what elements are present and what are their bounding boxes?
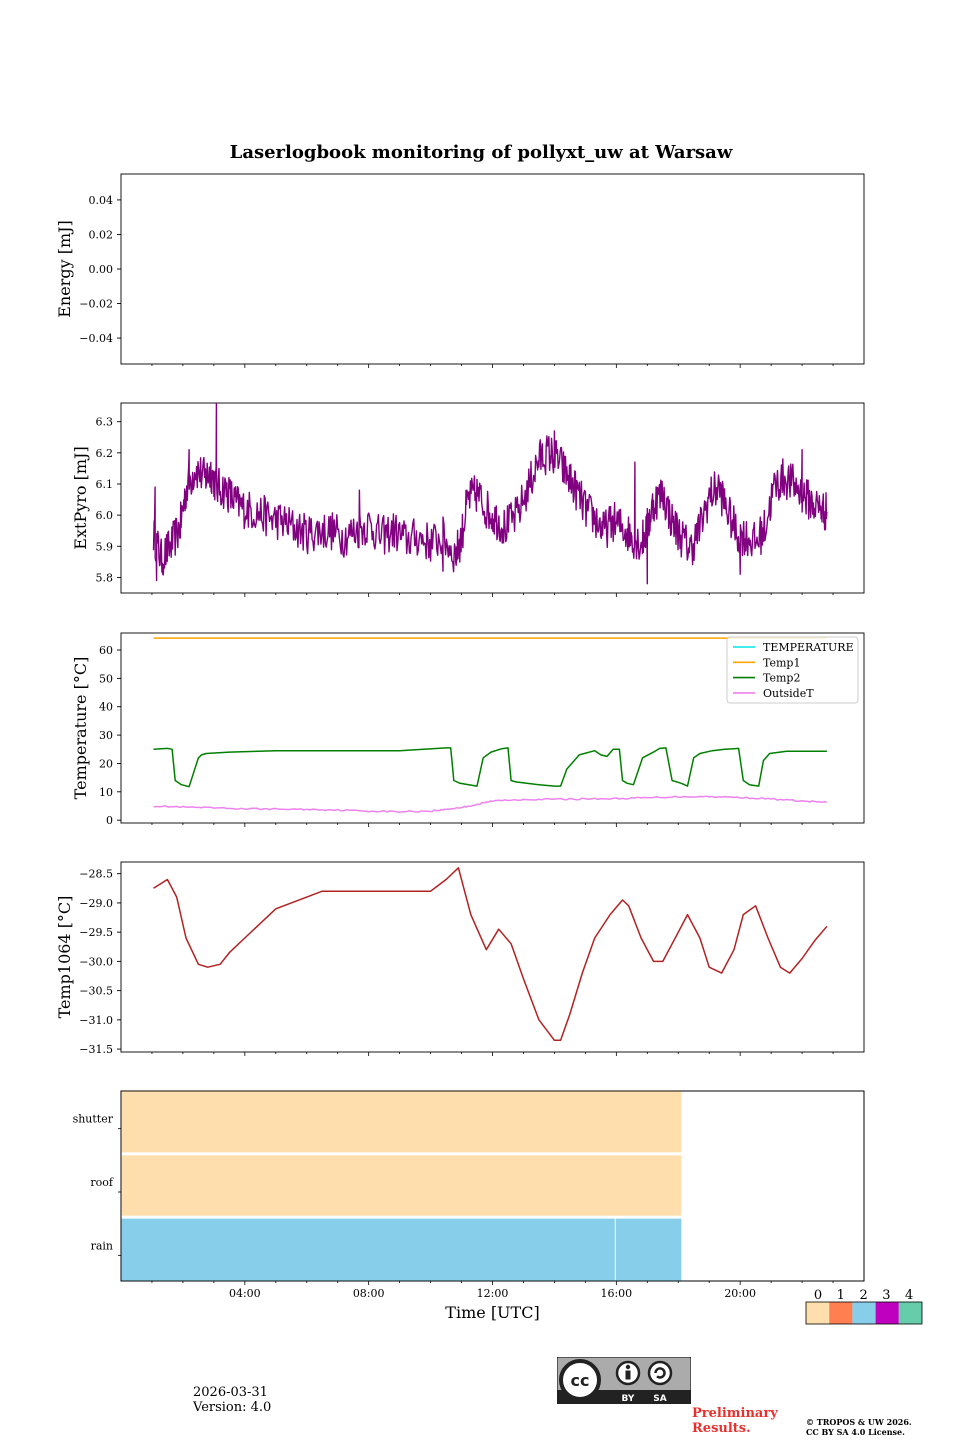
- y-tick-label: 60: [99, 644, 113, 657]
- colorbar-swatch: [898, 1302, 922, 1324]
- y-tick-label: −30.0: [79, 955, 113, 968]
- footer-date: 2026-03-31: [193, 1385, 268, 1400]
- y-axis-label: ExtPyro [mJ]: [71, 446, 90, 549]
- x-axis-label: Time [UTC]: [445, 1303, 539, 1322]
- panel-5: shutter roof rain 04:00 08:00 12:00 16:00 20:00…: [73, 1090, 865, 1322]
- y-tick-label: −0.02: [79, 298, 113, 311]
- y-tick-label: −31.0: [79, 1014, 113, 1027]
- y-tick-label: 6.0: [96, 509, 114, 522]
- row-label-roof: roof: [90, 1176, 114, 1189]
- copyright-line-1: © TROPOS & UW 2026.: [806, 1417, 912, 1427]
- cc-sa-label: SA: [653, 1394, 666, 1404]
- legend-label: TEMPERATURE: [763, 641, 854, 654]
- y-axis-label: Temp1064 [°C]: [55, 896, 74, 1019]
- y-tick-label: 0.00: [89, 263, 114, 276]
- series-line-outsidet: [153, 795, 828, 813]
- y-tick-label: 6.2: [96, 447, 114, 460]
- colorbar-swatch: [806, 1302, 830, 1324]
- legend-label: OutsideT: [763, 687, 814, 700]
- y-tick-label: −30.5: [79, 985, 113, 998]
- row-label-rain: rain: [91, 1239, 113, 1252]
- series-line-temp1064: [153, 867, 828, 1042]
- preliminary-line-1: Preliminary: [692, 1406, 778, 1421]
- colorbar-tick-label: 4: [905, 1288, 913, 1303]
- legend-label: Temp2: [763, 672, 800, 685]
- y-tick-label: −29.5: [79, 926, 113, 939]
- colorbar-tick-label: 2: [859, 1288, 867, 1303]
- y-tick-label: 20: [99, 757, 113, 770]
- x-tick-label: 12:00: [477, 1287, 509, 1300]
- x-tick-label: 04:00: [229, 1287, 261, 1300]
- series-line-temp2: [153, 747, 827, 788]
- copyright-note: © TROPOS & UW 2026. CC BY SA 4.0 License…: [806, 1417, 912, 1437]
- y-tick-label: −31.5: [79, 1043, 113, 1056]
- x-tick-label: 16:00: [600, 1287, 632, 1300]
- legend-box: [726, 636, 859, 704]
- footer-version: Version: 4.0: [193, 1400, 272, 1415]
- y-tick-label: 6.1: [96, 478, 114, 491]
- svg-text:cc: cc: [571, 1371, 590, 1390]
- preliminary-results: Preliminary Results.: [692, 1406, 778, 1436]
- y-tick-label: 50: [99, 672, 113, 685]
- series-line-extpyro: [152, 403, 828, 585]
- y-tick-label: 40: [99, 701, 113, 714]
- y-tick-label: −29.0: [79, 897, 113, 910]
- x-tick-label: 20:00: [724, 1287, 756, 1300]
- cc-by-label: BY: [622, 1394, 635, 1404]
- y-tick-label: 30: [99, 729, 113, 742]
- panel-3: 60 50 40 30 20 10 0 Temperature [°C] TEMPERATURE…: [71, 632, 865, 827]
- copyright-line-2: CC BY SA 4.0 License.: [806, 1427, 905, 1437]
- y-axis-label: Energy [mJ]: [55, 220, 74, 318]
- chart-title: Laserlogbook monitoring of pollyxt_uw at…: [230, 142, 733, 163]
- x-tick-label: 08:00: [353, 1287, 385, 1300]
- y-tick-label: 5.8: [96, 571, 114, 584]
- status-segment-roof: [121, 1155, 682, 1216]
- colorbar-tick-label: 1: [837, 1288, 845, 1303]
- panel-4: −28.5 −29.0 −29.5 −30.0 −30.5 −31.0 −31.5 Temp1…: [55, 861, 865, 1056]
- legend-label: Temp1: [763, 656, 800, 669]
- panel-1: 0.04 0.02 0.00 −0.02 −0.04 Energy [mJ]: [55, 173, 865, 368]
- colorbar-swatch: [875, 1302, 899, 1324]
- cc-icon: [559, 1359, 601, 1401]
- colorbar-swatch: [829, 1302, 853, 1324]
- y-tick-label: 5.9: [96, 540, 114, 553]
- y-tick-label: 10: [99, 786, 113, 799]
- cc-license-badge[interactable]: cc BY SA: [557, 1357, 691, 1404]
- status-segment-shutter: [121, 1091, 682, 1153]
- y-tick-label: 0: [106, 814, 113, 827]
- colorbar-swatch: [852, 1302, 876, 1324]
- legend: TEMPERATURE Temp1 Temp2 OutsideT: [726, 636, 859, 704]
- y-axis-label: Temperature [°C]: [71, 657, 90, 800]
- plot-area: [120, 861, 865, 1053]
- status-segment-rain: [121, 1218, 615, 1281]
- status-segment-rain: [615, 1218, 682, 1281]
- colorbar-tick-label: 3: [882, 1288, 890, 1303]
- panel-2: 6.3 6.2 6.1 6.0 5.9 5.8 ExtPyro [mJ]: [71, 402, 865, 597]
- colorbar-frame: [805, 1301, 923, 1325]
- colorbar-tick-label: 0: [814, 1288, 822, 1303]
- y-tick-label: 0.04: [89, 194, 114, 207]
- y-tick-label: 6.3: [96, 416, 114, 429]
- sa-icon: [647, 1360, 673, 1386]
- y-tick-label: −28.5: [79, 868, 113, 881]
- row-label-shutter: shutter: [73, 1113, 114, 1126]
- plot-area: [120, 173, 865, 365]
- preliminary-line-2: Results.: [692, 1421, 751, 1436]
- y-tick-label: −0.04: [79, 332, 113, 345]
- y-tick-label: 0.02: [89, 228, 114, 241]
